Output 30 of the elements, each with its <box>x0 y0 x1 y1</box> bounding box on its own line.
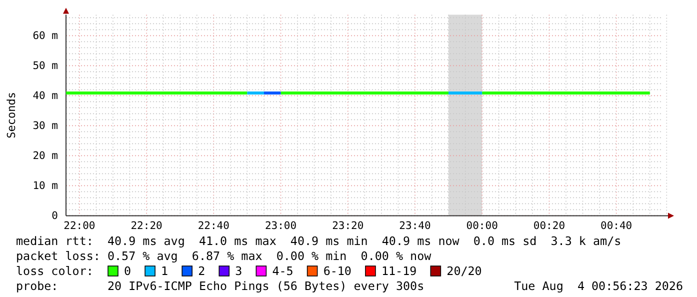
legend-label: 11-19 <box>381 264 417 278</box>
x-tick-label: 22:00 <box>64 220 96 232</box>
legend-label: 3 <box>235 264 242 278</box>
text: packet loss: 0.57 % avg 6.87 % max 0.00 % min 0.00 % now <box>16 249 432 263</box>
x-tick-label: 23:40 <box>399 220 431 232</box>
y-axis-title: Seconds <box>5 92 18 138</box>
y-tick-label: 0 <box>52 210 58 222</box>
legend-label: 4-5 <box>272 264 294 278</box>
y-tick-label: 30 m <box>32 120 58 132</box>
y-tick-label: 20 m <box>32 150 58 162</box>
y-tick-label: 10 m <box>32 180 58 192</box>
x-tick-label: 23:20 <box>332 220 364 232</box>
text: Tue Aug 4 00:56:23 2026 <box>514 279 683 293</box>
x-tick-label: 00:20 <box>533 220 566 232</box>
x-tick-label: 00:00 <box>466 220 498 232</box>
legend-label: 1 <box>161 264 168 278</box>
y-tick-label: 40 m <box>32 90 58 102</box>
text: probe: 20 IPv6-ICMP Echo Pings (56 Bytes) every 300s <box>16 279 424 293</box>
x-tick-label: 00:40 <box>600 220 632 232</box>
legend-title: loss color: <box>16 264 94 278</box>
legend-label: 2 <box>198 264 206 278</box>
x-tick-label: 22:40 <box>198 220 230 232</box>
legend-label: 20/20 <box>446 264 482 278</box>
x-tick-label: 22:20 <box>130 220 162 232</box>
y-tick-label: 60 m <box>32 30 58 42</box>
text: median rtt: 40.9 ms avg 41.0 ms max 40.9 ms min 40.9 ms now 0.0 ms sd 3.3 k am/s <box>16 234 622 248</box>
x-tick-label: 23:00 <box>264 220 297 232</box>
y-tick-label: 50 m <box>32 60 58 72</box>
legend-label: 0 <box>124 264 132 278</box>
legend-label: 6-10 <box>323 264 352 278</box>
